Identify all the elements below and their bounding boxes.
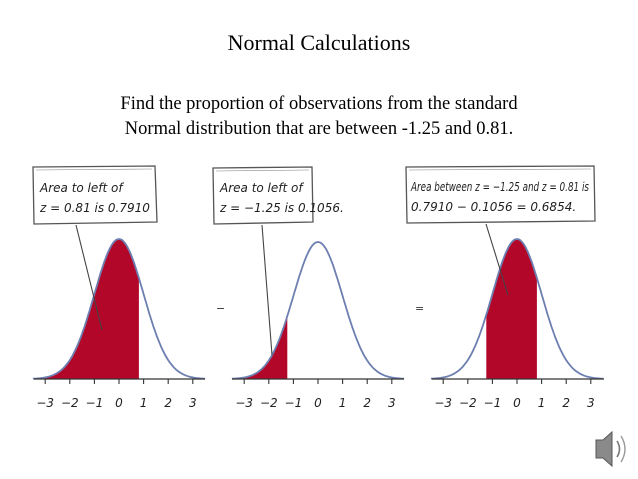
shaded-region-2 <box>234 316 288 379</box>
panel-left-of-neg125: Area to left of z = −1.25 is 0.1056. −3−… <box>212 166 405 410</box>
callout-3-line-2: 0.7910 − 0.1056 = 0.6854. <box>411 200 576 214</box>
callout-pointer-3 <box>485 223 509 296</box>
speaker-icon[interactable] <box>595 430 626 468</box>
tick-label: 2 <box>363 396 371 410</box>
tick-label: 1 <box>538 396 546 410</box>
tick-label: 3 <box>587 396 595 410</box>
tick-label: −1 <box>484 396 502 410</box>
density-curve-1 <box>32 238 206 380</box>
tick-label: 3 <box>388 396 396 410</box>
callout-1-line-1: Area to left of <box>39 181 124 195</box>
problem-line-1: Find the proportion of observations from… <box>120 94 518 114</box>
shaded-region-3 <box>486 239 537 379</box>
tick-label: 2 <box>562 396 570 410</box>
shaded-region-1 <box>35 239 139 379</box>
callout-3-line-1: Area between z = −1.25 and z = 0.81 is <box>410 180 589 194</box>
callout-2-line-1: Area to left of <box>219 181 304 195</box>
density-curve-3 <box>430 238 604 380</box>
tick-group-2: −3 −2 −1 0 1 2 3 <box>235 379 396 410</box>
tick-label: 0 <box>115 396 123 410</box>
tick-label: −3 <box>36 396 54 410</box>
callout-box-1: Area to left of z = 0.81 is 0.7910 <box>32 165 158 225</box>
density-curve-2 <box>231 241 405 380</box>
tick-label: −2 <box>260 396 278 410</box>
problem-statement: Find the proportion of observations from… <box>0 92 638 142</box>
tick-label: −3 <box>235 396 253 410</box>
panel-between: Area between z = −1.25 and z = 0.81 is 0… <box>405 165 604 410</box>
tick-group-1: −3 −2 −1 0 1 2 3 <box>36 379 197 410</box>
operator-minus: − <box>216 302 225 315</box>
callout-box-3: Area between z = −1.25 and z = 0.81 is 0… <box>405 165 596 224</box>
tick-label: 2 <box>164 396 172 410</box>
tick-label: 1 <box>339 396 347 410</box>
slide-title: Normal Calculations <box>227 30 411 55</box>
problem-line-2: Normal distribution that are between -1.… <box>124 119 514 139</box>
tick-label: 1 <box>140 396 148 410</box>
tick-label: 0 <box>314 396 322 410</box>
tick-label: 0 <box>513 396 521 410</box>
callout-1-line-2: z = 0.81 is 0.7910 <box>39 201 150 215</box>
tick-group-3: −3 −2 −1 0 1 2 3 <box>434 379 595 410</box>
callout-pointer-2 <box>261 224 273 356</box>
tick-label: −2 <box>61 396 79 410</box>
tick-label: 3 <box>189 396 197 410</box>
operator-equals: = <box>415 302 424 315</box>
callout-pointer-1 <box>75 224 103 331</box>
callout-2-line-2: z = −1.25 is 0.1056. <box>219 201 344 215</box>
tick-label: −1 <box>86 396 104 410</box>
callout-box-2: Area to left of z = −1.25 is 0.1056. <box>212 166 344 225</box>
tick-label: −3 <box>434 396 452 410</box>
tick-label: −2 <box>459 396 477 410</box>
panel-left-of-081: Area to left of z = 0.81 is 0.7910 −3 −2−… <box>32 165 206 410</box>
tick-label: −1 <box>285 396 303 410</box>
